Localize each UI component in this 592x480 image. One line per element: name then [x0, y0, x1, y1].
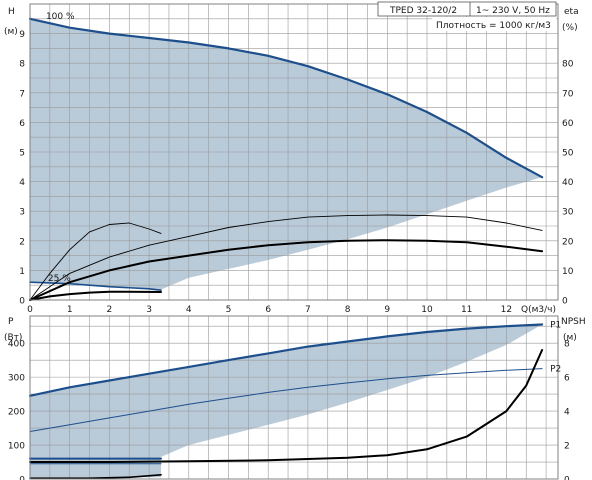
curve-eta-max-thick: [29, 239, 544, 301]
y2label-npsh-unit: (м): [563, 333, 577, 343]
y2-tick-labels-npsh: 0 2 4 6 8: [564, 340, 570, 480]
y2-tick-label: 4: [564, 408, 570, 418]
x-tick-label: 9: [384, 305, 390, 315]
y2-tick-label: 20: [562, 237, 574, 247]
y2-tick-label: 70: [562, 89, 574, 99]
x-tick-label: 8: [345, 305, 351, 315]
y-tick-label: 8: [19, 60, 25, 70]
y-tick-labels-head: 0 1 2 3 4 5 6 7 8 9: [19, 30, 25, 306]
y2-tick-label: 6: [564, 374, 570, 384]
y2label-eta: eta: [564, 7, 579, 17]
y2-tick-label: 40: [562, 178, 574, 188]
grid-power: [30, 316, 558, 479]
y-tick-label: 3: [19, 208, 25, 218]
speed-annotation: 100 %: [46, 12, 75, 22]
annotations-speed: 100 % 25 %: [46, 12, 75, 284]
y-tick-label: 300: [8, 374, 25, 384]
x-tick-label: 11: [461, 305, 472, 315]
y-tick-label: 0: [19, 297, 25, 307]
series-label: P2: [550, 365, 561, 375]
grid-head: [30, 4, 558, 300]
density-bg: [432, 17, 556, 31]
curve-eta-max-thin: [29, 214, 543, 301]
curve-NPSH-min: [29, 474, 162, 479]
y2-tick-label: 10: [562, 267, 574, 277]
ylabel-head: H: [8, 7, 15, 17]
density-note: Плотность = 1000 кг/м3: [436, 21, 551, 31]
x-tick-label: 6: [265, 305, 271, 315]
y2-tick-label: 80: [562, 60, 574, 70]
supply-spec: 1~ 230 V, 50 Hz: [476, 6, 550, 16]
y2-tick-label: 0: [564, 476, 570, 480]
x-tick-label: 2: [107, 305, 113, 315]
y2label-npsh: NPSH: [561, 317, 586, 327]
y2label-eta-unit: (%): [562, 23, 578, 33]
y-tick-label: 400: [8, 340, 25, 350]
ylabel-power-unit: (Вт): [4, 333, 22, 343]
x-tick-labels: 0 1 2 3 4 5 6 7 8 9 10 11 12: [27, 305, 512, 315]
curve-eta-min-thick: [29, 290, 162, 301]
y-tick-label: 9: [19, 30, 25, 40]
x-tick-label: 1: [67, 305, 73, 315]
y-tick-labels-power: 0 100 200 300 400: [8, 340, 25, 480]
panel-power-npsh: 0 100 200 300 400 0 2 4 6 8 P1 P2 P (Вт) NPSH (м): [4, 315, 586, 480]
x-tick-label: 12: [501, 305, 512, 315]
x-tick-label: 0: [27, 305, 33, 315]
y2-tick-labels-eta: 0 10 20 30 40 50 60 70 80: [562, 60, 574, 307]
y2-tick-label: 0: [562, 297, 568, 307]
frame-head: [29, 3, 559, 301]
y2-tick-label: 60: [562, 119, 574, 129]
x-tick-label: 7: [305, 305, 311, 315]
x-tick-label: 10: [421, 305, 433, 315]
y2-tick-label: 30: [562, 208, 574, 218]
y2-tick-label: 8: [564, 340, 570, 350]
y-tick-label: 200: [8, 408, 25, 418]
ylabel-power: P: [8, 317, 14, 327]
operating-area-head: [30, 18, 543, 290]
y-tick-label: 1: [19, 267, 25, 277]
header-box: [377, 1, 557, 17]
curve-eta-min-thin: [29, 222, 162, 301]
series-head-efficiency: [28, 17, 544, 301]
curve-P2-max: [29, 368, 543, 432]
y-tick-label: 6: [19, 119, 25, 129]
series-label: P1: [550, 320, 561, 330]
y-tick-label: 4: [19, 178, 25, 188]
y-tick-label: 5: [19, 149, 25, 159]
ylabel-head-unit: (м): [4, 27, 18, 37]
y-tick-label: 0: [19, 476, 25, 480]
curve-H-max: [28, 17, 544, 179]
x-tick-label: 4: [186, 305, 192, 315]
series-power-npsh: [28, 323, 544, 479]
pump-model: TPED 32-120/2: [389, 6, 457, 16]
frame-power: [29, 315, 559, 480]
y-tick-label: 100: [8, 442, 25, 452]
y2-tick-label: 2: [564, 442, 570, 452]
operating-area-fill: [30, 18, 543, 290]
curve-P1-max: [28, 323, 544, 397]
operating-area-fill: [30, 324, 543, 478]
y-tick-label: 7: [19, 89, 25, 99]
x-tick-label: 3: [146, 305, 152, 315]
curve-H-min: [29, 281, 162, 291]
y2-tick-label: 50: [562, 149, 574, 159]
xlabel-flow: Q(м3/ч): [521, 305, 556, 315]
y-tick-label: 2: [19, 237, 25, 247]
operating-area-power: [30, 324, 543, 478]
series-labels-power: P1 P2: [550, 320, 561, 374]
curve-NPSH-max: [29, 349, 544, 463]
speed-annotation: 25 %: [48, 274, 71, 284]
x-tick-label: 5: [226, 305, 232, 315]
